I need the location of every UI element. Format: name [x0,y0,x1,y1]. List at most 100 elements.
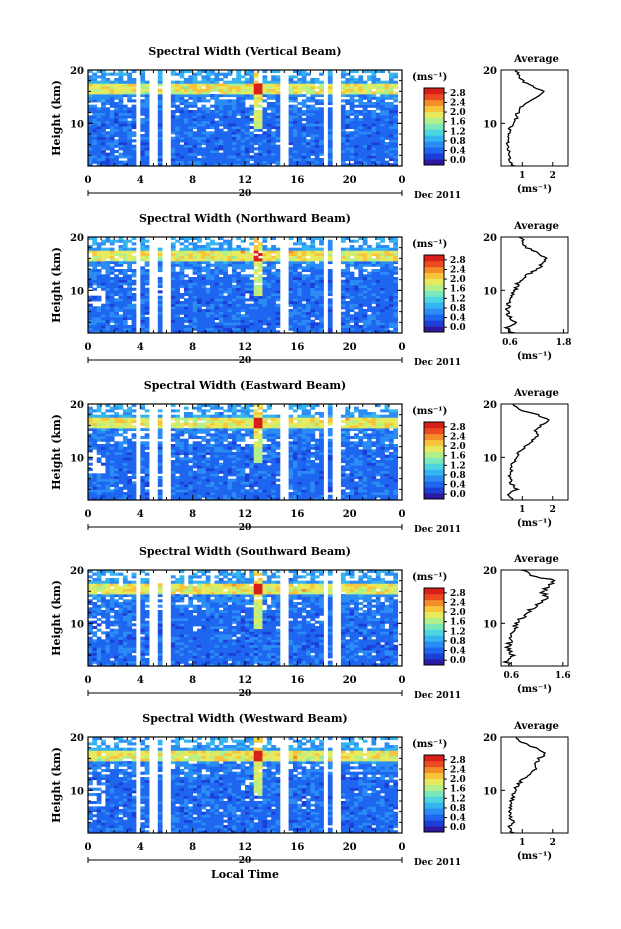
heatmap-cell [144,158,150,162]
heatmap-cell [393,134,399,138]
heatmap-cell [88,473,93,477]
heatmap-cell [131,311,137,315]
heatmap-cell [170,277,176,281]
heatmap-cell [114,412,119,416]
heatmap-cell [214,78,220,82]
heatmap-cell [131,242,137,246]
heatmap-cell [340,152,346,156]
heatmap-cell [170,306,176,310]
heatmap-cell [175,104,180,108]
heatmap-cell [175,86,180,90]
heatmap-cell [114,330,119,334]
heatmap-cell [197,444,202,448]
heatmap-cell [183,438,189,442]
heatmap-cell [140,139,146,143]
heatmap-cell [131,139,137,143]
heatmap-cell [258,290,263,294]
heatmap-cell [240,325,246,329]
heatmap-cell [188,70,194,74]
heatmap-cell [236,91,242,95]
heatmap-cell [223,285,228,289]
heatmap-cell [266,319,272,323]
heatmap-cell [197,258,202,262]
heatmap-cell [327,306,333,310]
heatmap-cell [179,425,185,429]
heatmap-cell [197,330,202,334]
heatmap-cell [297,301,303,305]
heatmap-cell [144,457,150,461]
heatmap-cell [306,322,311,326]
heatmap-cell [122,91,128,95]
heatmap-cell [109,83,115,87]
heatmap-cell [253,86,259,90]
heatmap-cell [144,134,150,138]
heatmap-cell [96,155,102,159]
heatmap-cell [375,293,381,297]
heatmap-cell [380,271,385,275]
heatmap-cell [140,110,146,114]
heatmap-cell [340,104,346,108]
heatmap-cell [375,274,381,278]
x-tick-label: 0 [85,175,92,186]
heatmap-cell [92,86,98,90]
heatmap-cell [214,317,220,321]
heatmap-cell [214,306,220,310]
heatmap-cell [140,94,146,98]
heatmap-cell [88,96,93,100]
heatmap-cell [140,271,146,275]
heatmap-cell [297,325,303,329]
heatmap-cell [340,110,346,114]
heatmap-cell [114,317,119,321]
heatmap-cell [292,118,298,122]
heatmap-cell [258,123,263,127]
heatmap-cell [236,152,242,156]
heatmap-cell [88,409,93,413]
heatmap-cell [92,115,98,119]
heatmap-cell [127,303,133,307]
heatmap-cell [192,269,198,273]
heatmap-cell [362,285,368,289]
heatmap-cell [175,287,180,291]
heatmap-cell [266,123,272,127]
heatmap-cell [227,293,233,297]
heatmap-cell [266,128,272,132]
heatmap-cell [262,298,268,302]
heatmap-cell [201,492,207,496]
heatmap-cell [218,107,224,111]
heatmap-cell [192,142,198,146]
heatmap-cell [266,118,272,122]
heatmap-cell [327,325,333,329]
heatmap-cell [223,255,228,259]
heatmap-cell [345,247,351,251]
heatmap-cell [292,155,298,159]
heatmap-cell [249,147,255,151]
heatmap-cell [114,484,119,488]
heatmap-cell [393,293,399,297]
heatmap-cell [380,303,385,307]
heatmap-cell [201,277,207,281]
heatmap-cell [275,118,281,122]
heatmap-cell [140,112,146,116]
heatmap-cell [101,88,106,92]
heatmap-cell [253,298,259,302]
heatmap-cell [288,126,294,130]
heatmap-cell [140,298,146,302]
heatmap-cell [358,152,364,156]
heatmap-cell [175,462,180,466]
heatmap-cell [92,80,98,84]
heatmap-cell [227,123,233,127]
heatmap-cell [96,409,102,413]
heatmap-cell [275,163,281,167]
heatmap-cell [275,285,281,289]
heatmap-cell [275,104,281,108]
heatmap-cell [375,301,381,305]
heatmap-cell [214,282,220,286]
heatmap-cell [271,110,276,114]
heatmap-cell [109,131,115,135]
heatmap-cell [127,253,133,257]
heatmap-cell [275,303,281,307]
heatmap-cell [236,250,242,254]
heatmap-cell [175,290,180,294]
heatmap-cell [179,465,185,469]
heatmap-cell [310,139,316,143]
